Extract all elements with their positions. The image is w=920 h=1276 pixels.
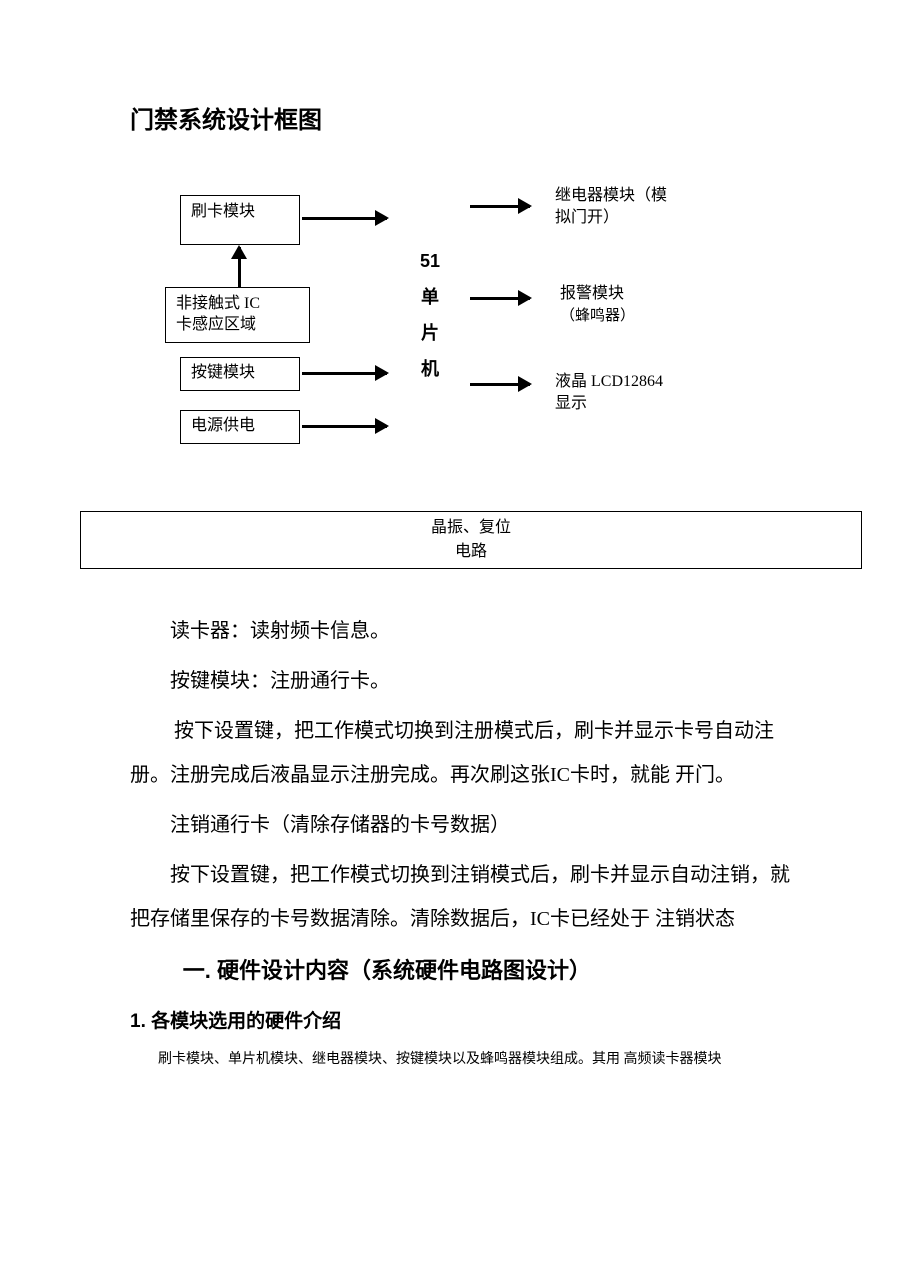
line1: 报警模块 — [560, 285, 624, 302]
arrow-mcu-to-relay — [470, 205, 530, 208]
line1: 晶振、复位 — [431, 519, 511, 536]
arrow-power-to-mcu — [302, 425, 387, 428]
label: 电源供电 — [191, 417, 255, 434]
section1-subheading: 1. 各模块选用的硬件介绍 — [130, 1001, 790, 1043]
body-text: 读卡器：读射频卡信息。 按键模块：注册通行卡。 按下设置键，把工作模式切换到注册… — [130, 609, 790, 1072]
label: 刷卡模块 — [191, 203, 255, 220]
arrow-ic-to-card — [238, 247, 241, 287]
para-unreg: 按下设置键，把工作模式切换到注销模式后，刷卡并显示自动注销，就把存储里保存的卡号… — [130, 853, 790, 941]
section1-body: 刷卡模块、单片机模块、继电器模块、按键模块以及蜂鸣器模块组成。其用 高频读卡器模… — [130, 1049, 790, 1071]
arrow-mcu-to-alarm — [470, 297, 530, 300]
box-card-reader: 刷卡模块 — [180, 195, 300, 245]
label-lcd: 液晶 LCD12864 显示 — [555, 371, 663, 416]
section1-heading: 一. 硬件设计内容（系统硬件电路图设计） — [130, 947, 790, 995]
label-line2: 卡感应区域 — [176, 316, 256, 333]
label-line1: 非接触式 IC — [176, 295, 260, 312]
line2: 拟门开） — [555, 209, 619, 226]
page-title: 门禁系统设计框图 — [130, 100, 790, 135]
para-register: 按下设置键，把工作模式切换到注册模式后，刷卡并显示卡号自动注册。注册完成后液晶显… — [130, 709, 790, 797]
box-ic-zone: 非接触式 IC 卡感应区域 — [165, 287, 310, 343]
para-unreg-title: 注销通行卡（清除存储器的卡号数据） — [130, 803, 790, 847]
box-power: 电源供电 — [180, 410, 300, 444]
arrow-card-to-mcu — [302, 217, 387, 220]
label-relay: 继电器模块（模 拟门开） — [555, 185, 667, 230]
arrow-keypad-to-mcu — [302, 372, 387, 375]
label: 按键模块 — [191, 364, 255, 381]
line2: 电路 — [455, 543, 487, 560]
line1: 继电器模块（模 — [555, 187, 667, 204]
box-keypad: 按键模块 — [180, 357, 300, 391]
line2: （蜂鸣器） — [560, 308, 635, 324]
para-reader: 读卡器：读射频卡信息。 — [130, 609, 790, 653]
arrow-mcu-to-lcd — [470, 383, 530, 386]
line1: 液晶 LCD12864 — [555, 373, 663, 390]
label-alarm: 报警模块 （蜂鸣器） — [560, 283, 635, 328]
para-keypad: 按键模块：注册通行卡。 — [130, 659, 790, 703]
center-mcu-label: 51 单 片 机 — [415, 243, 445, 387]
line2: 显示 — [555, 395, 587, 412]
block-diagram: 刷卡模块 非接触式 IC 卡感应区域 按键模块 电源供电 51 单 片 机 继电… — [130, 185, 790, 505]
box-osc-reset: 晶振、复位 电路 — [80, 511, 862, 569]
